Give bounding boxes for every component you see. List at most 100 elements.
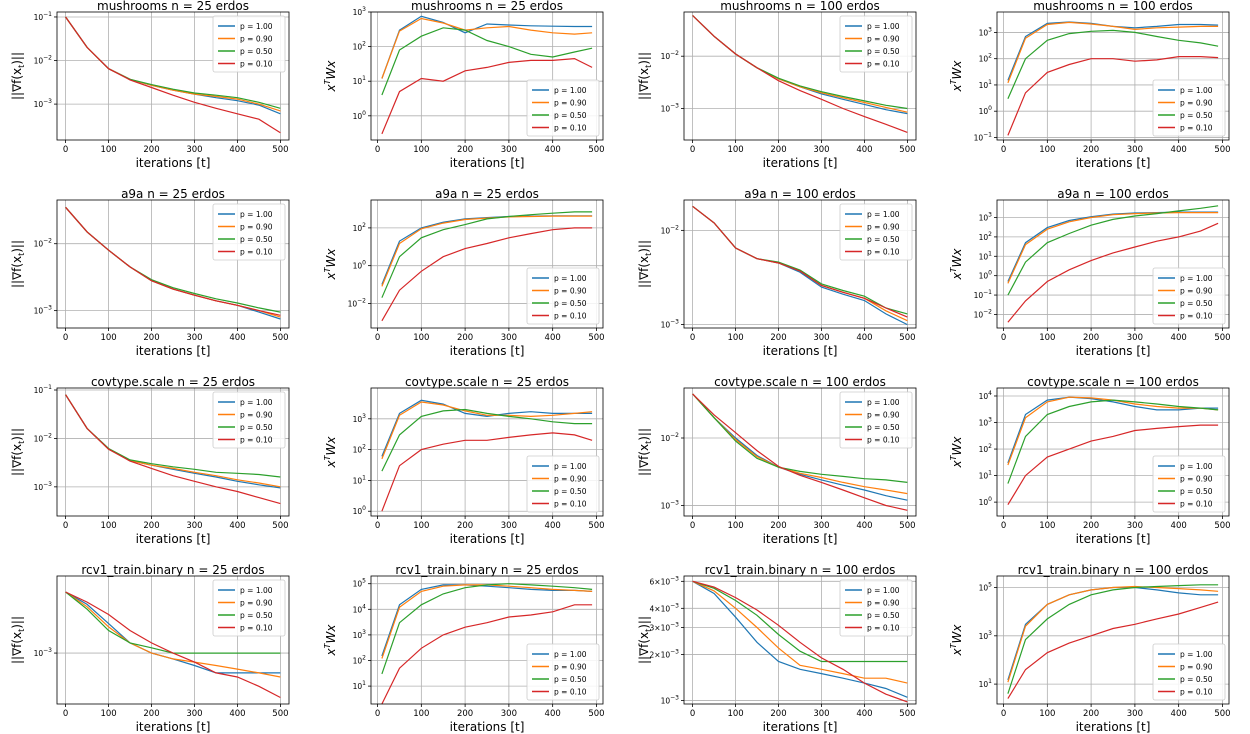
legend-label: p = 0.10 <box>554 500 587 509</box>
y-tick-label: 100 <box>353 260 367 271</box>
x-tick-label: 400 <box>856 521 872 531</box>
legend-box <box>839 203 913 261</box>
series-line-p100 <box>692 393 908 501</box>
series-line-p010 <box>692 205 908 318</box>
x-tick-label: 100 <box>1039 709 1055 719</box>
y-tick-label: 10−3 <box>661 103 680 114</box>
x-tick-label: 200 <box>457 709 473 719</box>
series-line-p100 <box>1007 396 1219 464</box>
subplot-15: 0 100 200 300 400 500 101 103 105 rcv1_train.bina… <box>949 563 1231 734</box>
legend-label: p = 1.00 <box>1180 86 1213 95</box>
x-tick-label: 100 <box>413 709 429 719</box>
x-tick-label: 500 <box>899 521 915 531</box>
grid <box>997 576 1229 704</box>
x-tick-label: 200 <box>457 333 473 343</box>
y-tick-label: 102 <box>979 53 993 64</box>
x-tick-label: 300 <box>186 709 202 719</box>
legend-label: p = 0.50 <box>554 111 587 120</box>
x-tick-label: 100 <box>100 709 116 719</box>
legend-label: p = 1.00 <box>554 462 587 471</box>
y-tick-label: 10−1 <box>974 289 993 300</box>
axes-frame <box>996 387 1230 517</box>
legend-label: p = 0.50 <box>240 611 273 620</box>
x-tick-label: 400 <box>856 333 872 343</box>
axes-frame <box>370 575 604 705</box>
series-line-p010 <box>692 580 908 703</box>
legend-box <box>839 391 913 449</box>
y-tick-label: 103 <box>979 212 993 223</box>
x-tick-label: 300 <box>813 145 829 155</box>
legend-label: p = 0.90 <box>1180 99 1213 108</box>
series-line-p010 <box>65 206 281 316</box>
axes-frame <box>370 199 604 329</box>
y-tick-label: 100 <box>979 270 993 281</box>
legend-box <box>526 643 600 701</box>
y-tick-label: 103 <box>353 629 367 640</box>
legend: p = 1.00 p = 0.90 p = 0.50 p = 0.10 <box>839 391 913 449</box>
x-tick-label: 200 <box>457 145 473 155</box>
legend-label: p = 0.10 <box>867 624 900 633</box>
series-line-p090 <box>381 401 593 460</box>
y-tick-label: 101 <box>979 250 993 261</box>
x-tick-label: 0 <box>690 145 695 155</box>
y-tick-label: 10−2 <box>34 432 53 443</box>
series-line-p010 <box>65 16 281 134</box>
x-tick-label: 100 <box>413 521 429 531</box>
x-tick-label: 100 <box>727 709 743 719</box>
legend-label: p = 0.50 <box>867 423 900 432</box>
subplot-4: 0 100 200 300 400 500 10−3 10−2 a9a n = 25 erdos… <box>10 187 290 358</box>
y-tick-label: 10−2 <box>348 297 367 308</box>
x-tick-label: 300 <box>1127 333 1143 343</box>
legend: p = 1.00 p = 0.90 p = 0.50 p = 0.10 <box>212 579 286 637</box>
x-tick-label: 300 <box>1127 521 1143 531</box>
y-tick-label: 102 <box>353 41 367 52</box>
x-tick-label: 0 <box>1001 521 1006 531</box>
series-line-p010 <box>65 591 281 699</box>
y-axis-label: xTWx <box>323 436 338 469</box>
legend-label: p = 0.10 <box>1180 312 1213 321</box>
series-line-p050 <box>381 211 593 298</box>
subplot-title: covtype.scale n = 100 erdos <box>714 375 886 389</box>
y-tick-label: 101 <box>979 678 993 689</box>
y-tick-label: 6×10−3 <box>650 575 680 586</box>
x-tick-label: 100 <box>413 145 429 155</box>
x-tick-label: 0 <box>1001 709 1006 719</box>
series-line-p090 <box>381 17 593 79</box>
x-tick-label: 0 <box>1001 333 1006 343</box>
x-tick-label: 100 <box>1039 333 1055 343</box>
legend-label: p = 1.00 <box>240 398 273 407</box>
series-line-p090 <box>692 393 908 495</box>
x-tick-label: 500 <box>1214 333 1230 343</box>
axes-frame <box>370 387 604 517</box>
y-tick-label: 10−3 <box>661 500 680 511</box>
series-line-p050 <box>381 27 593 96</box>
subplot-title: a9a n = 100 erdos <box>1057 187 1168 201</box>
x-tick-label: 0 <box>375 333 380 343</box>
x-axis-label: iterations [t] <box>136 156 211 170</box>
series-line-p050 <box>381 408 593 472</box>
x-tick-label: 400 <box>856 145 872 155</box>
x-tick-label: 200 <box>457 521 473 531</box>
x-tick-label: 400 <box>229 709 245 719</box>
legend: p = 1.00 p = 0.90 p = 0.50 p = 0.10 <box>839 15 913 73</box>
x-axis-label: iterations [t] <box>763 344 838 358</box>
legend-label: p = 0.50 <box>867 611 900 620</box>
x-tick-label: 200 <box>143 521 159 531</box>
y-tick-label: 100 <box>979 105 993 116</box>
x-tick-label: 200 <box>143 709 159 719</box>
subplot-title: covtype.scale n = 25 erdos <box>405 375 569 389</box>
y-axis-label: ||∇f(xt)|| <box>10 240 26 288</box>
axes-frame <box>56 11 290 141</box>
legend-label: p = 0.50 <box>867 47 900 56</box>
x-tick-label: 300 <box>813 521 829 531</box>
y-axis-label: ||∇f(xt)|| <box>10 428 26 476</box>
y-tick-label: 101 <box>353 75 367 86</box>
legend-label: p = 1.00 <box>554 86 587 95</box>
x-tick-label: 400 <box>229 145 245 155</box>
subplot-10: 0 100 200 300 400 500 10−3 10−2 covtype.scale n … <box>637 375 917 546</box>
y-axis-label: ||∇f(xt)|| <box>637 428 653 476</box>
x-tick-label: 500 <box>588 333 604 343</box>
legend-label: p = 0.90 <box>867 411 900 420</box>
x-tick-label: 400 <box>1171 145 1187 155</box>
legend-label: p = 0.10 <box>554 688 587 697</box>
